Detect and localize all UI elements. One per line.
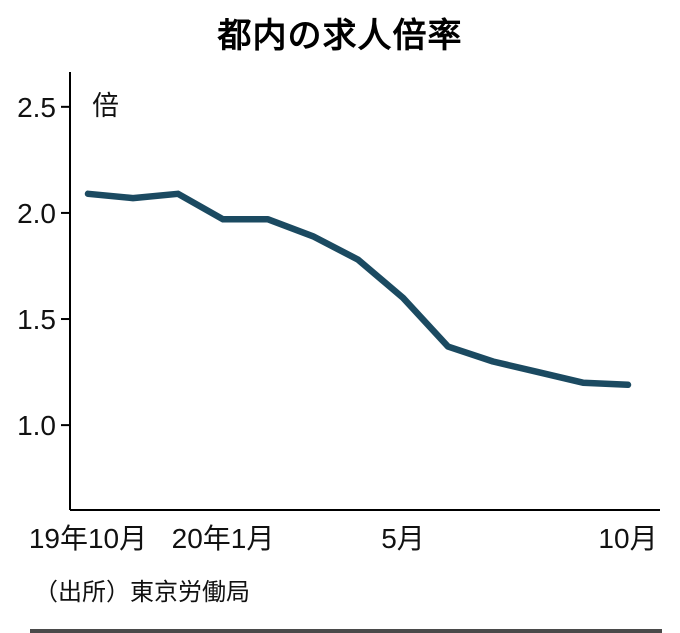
x-tick-label: 20年1月 [172,523,275,554]
y-tick-label: 2.5 [17,92,56,123]
source-caption: （出所）東京労働局 [34,579,250,606]
y-tick-label: 1.0 [17,410,56,441]
data-series-line [84,190,632,389]
y-tick-label: 2.0 [17,198,56,229]
x-tick-label: 10月 [598,523,657,554]
y-tick-label: 1.5 [17,304,56,335]
chart-title: 都内の求人倍率 [217,17,463,55]
series-polyline [84,190,632,389]
x-axis-labels: 19年10月 20年1月 5月 10月 [29,523,658,554]
bottom-divider [30,629,662,633]
x-tick-label: 19年10月 [29,523,147,554]
x-tick-label: 5月 [381,523,425,554]
y-axis-unit-label: 倍 [92,91,119,121]
y-axis-ticks: 2.5 2.0 1.5 1.0 [17,92,70,441]
svg-text:倍: 倍 [92,91,119,121]
axes [69,72,660,511]
